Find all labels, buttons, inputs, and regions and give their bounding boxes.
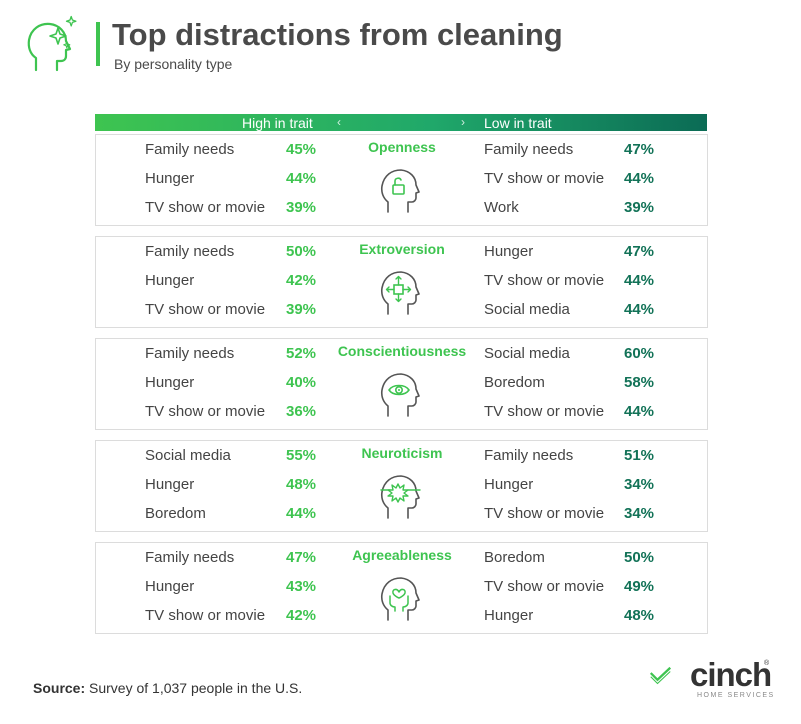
low-item-label: Hunger (484, 476, 534, 493)
high-item-value: 55% (286, 447, 317, 464)
trait-card-neuroticism: Social media 55% Hunger 48% Boredom 44% … (95, 440, 708, 532)
title-accent-bar (96, 22, 100, 66)
page-subtitle: By personality type (114, 56, 233, 72)
high-item-value: 40% (286, 374, 317, 391)
high-item-label: Hunger (145, 578, 195, 595)
high-item-value: 44% (286, 505, 317, 522)
head-heart-hands-icon (380, 577, 420, 621)
chevron-left-icon: ‹ (337, 115, 341, 129)
low-item-label: Hunger (484, 243, 534, 260)
low-item-label: Boredom (484, 374, 545, 391)
high-item-label: Family needs (145, 345, 235, 362)
source-label: Source: (33, 680, 86, 696)
low-item-label: Boredom (484, 549, 545, 566)
low-item-value: 50% (624, 549, 655, 566)
high-item-label: Family needs (145, 243, 235, 260)
low-item-label: TV show or movie (484, 403, 605, 420)
low-item-value: 48% (624, 607, 655, 624)
high-item-label: Social media (145, 447, 231, 464)
high-item-value: 47% (286, 549, 317, 566)
high-item-value: 44% (286, 170, 317, 187)
low-item-label: TV show or movie (484, 578, 605, 595)
high-item-label: TV show or movie (145, 301, 266, 318)
trait-card-openness: Family needs 45% Hunger 44% TV show or m… (95, 134, 708, 226)
trait-card-agreeableness: Family needs 47% Hunger 43% TV show or m… (95, 542, 708, 634)
trait-name: Extroversion (359, 241, 445, 257)
high-item-label: Family needs (145, 549, 235, 566)
source-note: Source: Survey of 1,037 people in the U.… (33, 680, 302, 696)
cinch-check-logo-icon (650, 666, 672, 685)
high-item-label: TV show or movie (145, 607, 266, 624)
head-arrows-icon (380, 271, 420, 315)
trait-name: Agreeableness (352, 547, 452, 563)
high-item-label: Hunger (145, 272, 195, 289)
low-item-label: Social media (484, 345, 570, 362)
low-item-label: TV show or movie (484, 505, 605, 522)
high-item-value: 42% (286, 272, 317, 289)
low-item-value: 47% (624, 243, 655, 260)
high-item-label: TV show or movie (145, 199, 266, 216)
source-text: Survey of 1,037 people in the U.S. (85, 680, 303, 696)
low-item-label: TV show or movie (484, 272, 605, 289)
low-item-value: 44% (624, 170, 655, 187)
high-item-label: Hunger (145, 374, 195, 391)
trait-legend-bar: High in trait ‹ › Low in trait (95, 114, 707, 131)
low-item-label: Work (484, 199, 519, 216)
low-item-label: Hunger (484, 607, 534, 624)
high-item-label: Family needs (145, 141, 235, 158)
trait-card-extroversion: Family needs 50% Hunger 42% TV show or m… (95, 236, 708, 328)
page-title: Top distractions from cleaning (112, 17, 563, 52)
low-item-value: 39% (624, 199, 655, 216)
low-item-value: 44% (624, 301, 655, 318)
high-item-label: Hunger (145, 170, 195, 187)
legend-high-label: High in trait (242, 115, 313, 131)
low-item-label: TV show or movie (484, 170, 605, 187)
low-item-label: Family needs (484, 141, 574, 158)
high-item-label: TV show or movie (145, 403, 266, 420)
legend-low-label: Low in trait (484, 115, 552, 131)
trait-card-conscientiousness: Family needs 52% Hunger 40% TV show or m… (95, 338, 708, 430)
head-eye-icon (380, 373, 420, 417)
low-item-value: 58% (624, 374, 655, 391)
low-item-value: 51% (624, 447, 655, 464)
high-item-label: Hunger (145, 476, 195, 493)
logo-trademark: ® (764, 660, 770, 667)
low-item-label: Social media (484, 301, 570, 318)
low-item-value: 44% (624, 272, 655, 289)
high-item-value: 50% (286, 243, 317, 260)
logo-subtitle: HOME SERVICES (697, 692, 775, 699)
head-burst-icon (380, 475, 421, 519)
high-item-value: 42% (286, 607, 317, 624)
high-item-label: Boredom (145, 505, 206, 522)
high-item-value: 36% (286, 403, 317, 420)
low-item-label: Family needs (484, 447, 574, 464)
high-item-value: 39% (286, 301, 317, 318)
trait-name: Conscientiousness (337, 343, 467, 359)
high-item-value: 52% (286, 345, 317, 362)
head-unlock-icon (380, 169, 420, 213)
low-item-value: 34% (624, 505, 655, 522)
low-item-value: 44% (624, 403, 655, 420)
high-item-value: 45% (286, 141, 317, 158)
high-item-value: 43% (286, 578, 317, 595)
chevron-right-icon: › (461, 115, 465, 129)
head-sparkle-icon (27, 15, 77, 72)
trait-name: Openness (368, 139, 436, 155)
low-item-value: 60% (624, 345, 655, 362)
high-item-value: 39% (286, 199, 317, 216)
trait-name: Neuroticism (361, 445, 443, 461)
low-item-value: 47% (624, 141, 655, 158)
low-item-value: 49% (624, 578, 655, 595)
low-item-value: 34% (624, 476, 655, 493)
high-item-value: 48% (286, 476, 317, 493)
logo-wordmark: cinch (690, 656, 772, 693)
